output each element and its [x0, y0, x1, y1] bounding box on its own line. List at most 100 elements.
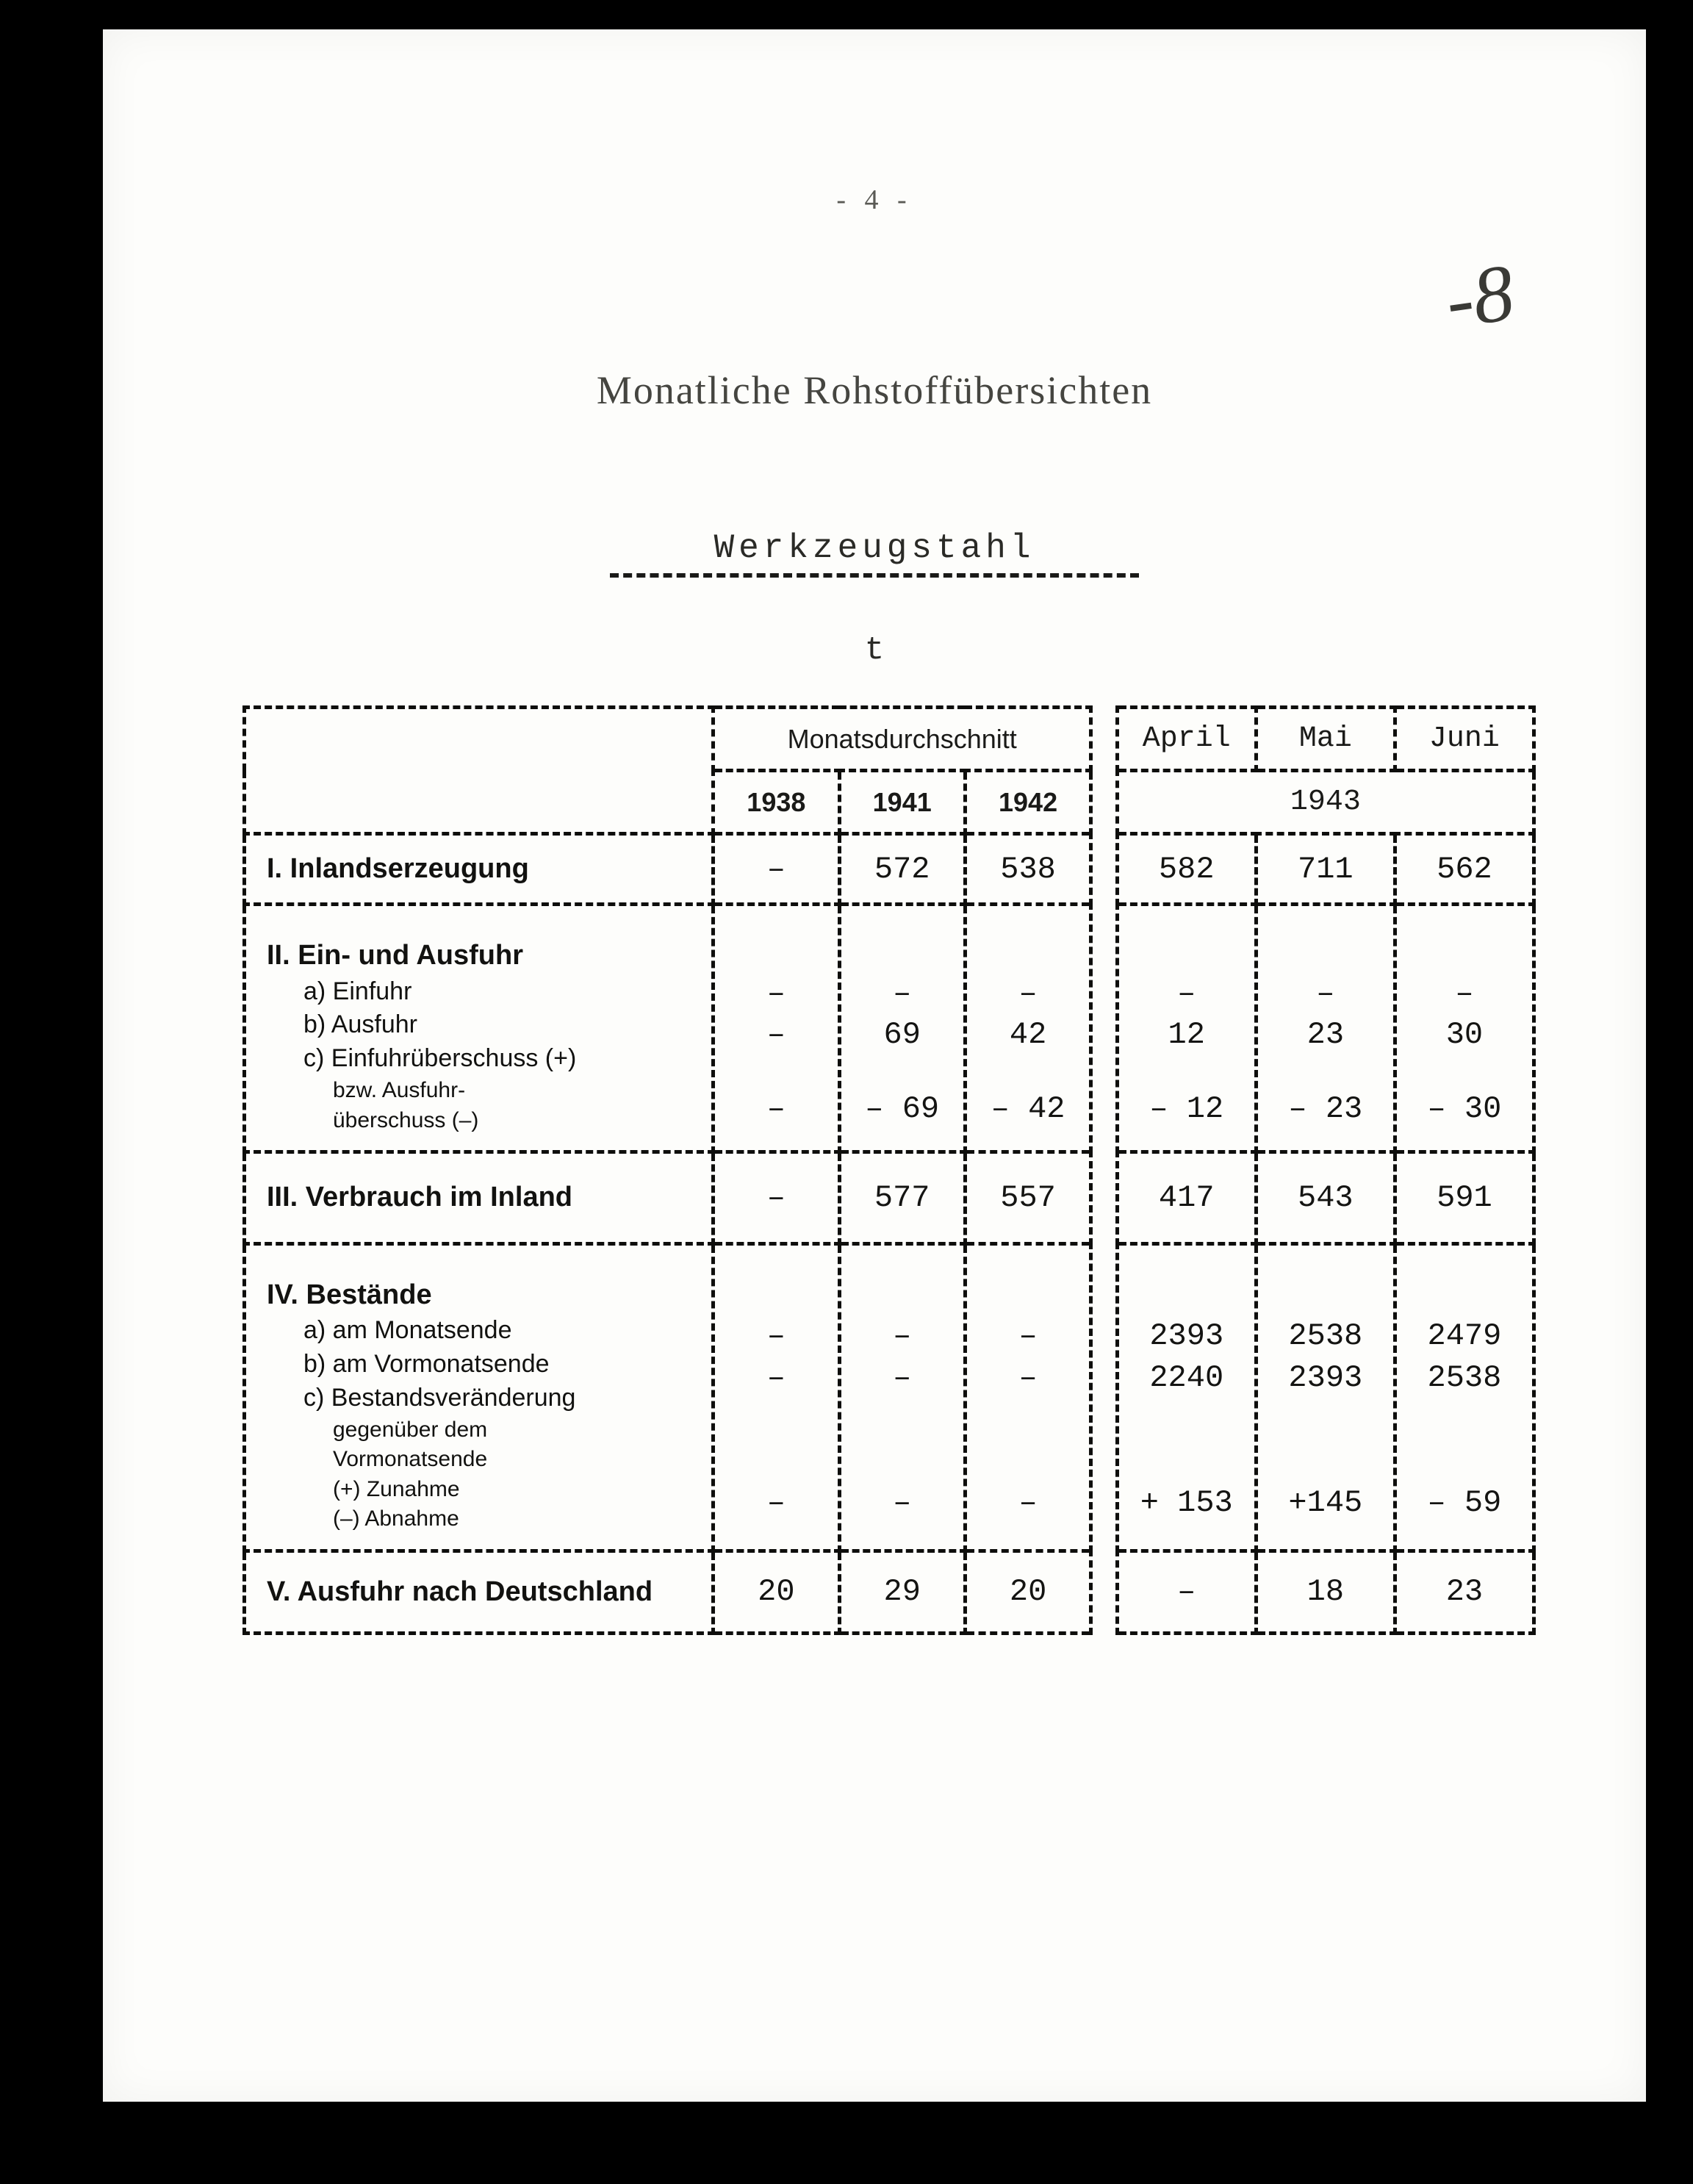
cell: – [971, 1357, 1085, 1399]
row-label-group: IV. Bestände a) am Monatsende b) am Vorm… [245, 1243, 713, 1551]
col-header-1938: 1938 [713, 771, 839, 834]
cell: – [846, 1357, 959, 1399]
cell: – 69 [846, 1088, 959, 1130]
film-edge-left [0, 0, 103, 2184]
row-sub-b: b) am Vormonatsende [267, 1348, 698, 1382]
cell: 23 [1262, 1014, 1389, 1056]
cell: 538 [965, 834, 1090, 905]
cell: 29 [839, 1551, 965, 1633]
cell: – [719, 1482, 833, 1524]
col-header-month2: Mai [1256, 708, 1395, 771]
row-sub-c2: gegenüber dem [267, 1415, 698, 1445]
cell: 69 [846, 1014, 959, 1056]
cell: 543 [1256, 1152, 1395, 1243]
cell: – 23 [1262, 1088, 1389, 1130]
row-label-group: II. Ein- und Ausfuhr a) Einfuhr b) Ausfu… [245, 905, 713, 1152]
data-table-container: Monatsdurchschnitt April Mai Juni 1938 1… [242, 705, 1536, 1635]
row-sub-c4: (+) Zunahme [267, 1475, 698, 1505]
row-sub-c3: Vormonatsende [267, 1445, 698, 1475]
cell-group: – 12 – 12 [1117, 905, 1256, 1152]
cell: 577 [839, 1152, 965, 1243]
unit-label: t [103, 632, 1646, 669]
cell: – [719, 1088, 833, 1130]
cell: 20 [713, 1551, 839, 1633]
col-header-1941: 1941 [839, 771, 965, 834]
row-label: I. Inlandserzeugung [245, 834, 713, 905]
table-row-bestaende: IV. Bestände a) am Monatsende b) am Vorm… [245, 1243, 1534, 1551]
cell: – 12 [1124, 1088, 1250, 1130]
cell-group: – – – [713, 905, 839, 1152]
cell-group: – – – [713, 1243, 839, 1551]
cell: 2393 [1262, 1357, 1389, 1399]
cell: 2538 [1401, 1357, 1528, 1399]
cell: – [846, 1315, 959, 1357]
cell: – [1117, 1551, 1256, 1633]
cell: – [1401, 973, 1528, 1015]
row-sub-a: a) Einfuhr [267, 975, 698, 1009]
cell: – [971, 1315, 1085, 1357]
cell: + 153 [1124, 1482, 1250, 1524]
col-header-avg: Monatsdurchschnitt [713, 708, 1091, 771]
cell: 23 [1395, 1551, 1534, 1633]
cell-group: 2393 2240 + 153 [1117, 1243, 1256, 1551]
cell: 417 [1117, 1152, 1256, 1243]
cell-group: – – – [839, 1243, 965, 1551]
cell: 582 [1117, 834, 1256, 905]
cell: – [719, 1014, 833, 1056]
cell: 2479 [1401, 1315, 1528, 1357]
cell: 30 [1401, 1014, 1528, 1056]
row-sub-c5: (–) Abnahme [267, 1504, 698, 1534]
cell: 2393 [1124, 1315, 1250, 1357]
cell: – [846, 1482, 959, 1524]
cell-group: – 69 – 69 [839, 905, 965, 1152]
row-sub-a: a) am Monatsende [267, 1314, 698, 1348]
cell: 42 [971, 1014, 1085, 1056]
row-sub-c1: c) Einfuhrüberschuss (+) [267, 1042, 698, 1076]
document-title: Monatliche Rohstoffübersichten [103, 367, 1646, 413]
cell: 711 [1256, 834, 1395, 905]
cell: – [971, 1482, 1085, 1524]
cell-group: – 30 – 30 [1395, 905, 1534, 1152]
cell: – [713, 1152, 839, 1243]
cell-group: 2538 2393 +145 [1256, 1243, 1395, 1551]
subtitle-underline [610, 573, 1139, 578]
cell-group: – 23 – 23 [1256, 905, 1395, 1152]
cell: 2240 [1124, 1357, 1250, 1399]
table-row-ein-ausfuhr: II. Ein- und Ausfuhr a) Einfuhr b) Ausfu… [245, 905, 1534, 1152]
cell: 591 [1395, 1152, 1534, 1243]
cell: 20 [965, 1551, 1090, 1633]
cell: 557 [965, 1152, 1090, 1243]
page-number: - 4 - [103, 184, 1646, 216]
row-sub-c1: c) Bestandsveränderung [267, 1382, 698, 1415]
cell: – [1262, 973, 1389, 1015]
table-row-verbrauch: III. Verbrauch im Inland – 577 557 417 5… [245, 1152, 1534, 1243]
cell: – 30 [1401, 1088, 1528, 1130]
cell: – [1124, 973, 1250, 1015]
row-label: III. Verbrauch im Inland [245, 1152, 713, 1243]
cell: 562 [1395, 834, 1534, 905]
row-sub-c2: bzw. Ausfuhr- [267, 1076, 698, 1106]
cell: 12 [1124, 1014, 1250, 1056]
cell: 2538 [1262, 1315, 1389, 1357]
cell: – [971, 973, 1085, 1015]
col-header-1943: 1943 [1117, 771, 1534, 834]
col-header-month3: Juni [1395, 708, 1534, 771]
row-sub-c3: überschuss (–) [267, 1106, 698, 1136]
col-header-1942: 1942 [965, 771, 1090, 834]
handwritten-annotation: -8 [1440, 245, 1520, 348]
document-subtitle: Werkzeugstahl [103, 529, 1646, 567]
cell: +145 [1262, 1482, 1389, 1524]
cell: – [719, 1315, 833, 1357]
cell-group: 2479 2538 – 59 [1395, 1243, 1534, 1551]
cell: – [713, 834, 839, 905]
header-row-1: Monatsdurchschnitt April Mai Juni [245, 708, 1534, 771]
row-label-main: II. Ein- und Ausfuhr [267, 940, 523, 971]
cell: 572 [839, 834, 965, 905]
col-header-month1: April [1117, 708, 1256, 771]
row-sub-b: b) Ausfuhr [267, 1008, 698, 1042]
cell: – [719, 973, 833, 1015]
cell: 18 [1256, 1551, 1395, 1633]
row-label-main: IV. Bestände [267, 1279, 432, 1310]
cell: – [719, 1357, 833, 1399]
row-label: V. Ausfuhr nach Deutschland [245, 1551, 713, 1633]
